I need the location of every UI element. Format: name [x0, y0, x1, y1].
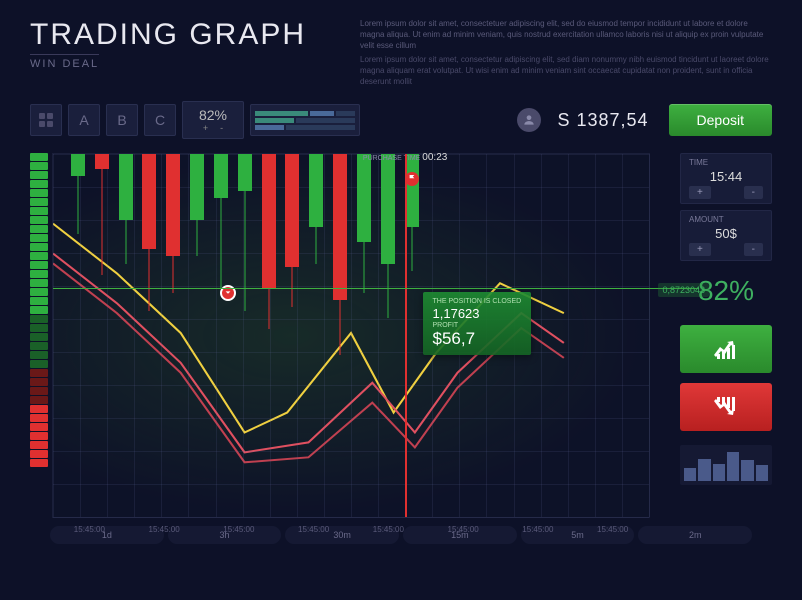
- volume-bar: [30, 288, 48, 296]
- x-tick: 15:45:00: [448, 525, 479, 534]
- x-tick: 15:45:00: [597, 525, 628, 534]
- volume-bar: [30, 432, 48, 440]
- amount-label: AMOUNT: [689, 215, 763, 224]
- profit-value: $56,7: [433, 329, 522, 349]
- timeframe-2m[interactable]: 2m: [638, 526, 752, 544]
- purchase-time-label: PURCHASE TIME: [363, 155, 420, 162]
- volume-bar: [30, 162, 48, 170]
- volume-bar: [30, 207, 48, 215]
- x-tick: 15:45:00: [74, 525, 105, 534]
- volume-bar: [30, 396, 48, 404]
- volume-bar: [30, 153, 48, 161]
- balance-value: S 1387,54: [557, 110, 648, 131]
- position-status-label: THE POSITION IS CLOSED: [433, 298, 522, 305]
- volume-bar: [30, 189, 48, 197]
- x-tick: 15:45:00: [373, 525, 404, 534]
- volume-bar: [30, 216, 48, 224]
- volume-bar: [30, 441, 48, 449]
- purchase-time-value: 00:23: [422, 152, 447, 163]
- page-title: TRADING GRAPH: [30, 18, 340, 52]
- chart-down-icon: [714, 397, 738, 417]
- mini-bar: [713, 464, 725, 482]
- price-line: [53, 288, 699, 289]
- volume-bar: [30, 252, 48, 260]
- filter-b-button[interactable]: B: [106, 104, 138, 136]
- filter-c-button[interactable]: C: [144, 104, 176, 136]
- volume-bar: [30, 180, 48, 188]
- time-plus-button[interactable]: +: [689, 186, 711, 199]
- mini-bar-chart: [680, 445, 772, 485]
- volume-ladder: [30, 153, 48, 518]
- volume-bar: [30, 387, 48, 395]
- volume-bar: [30, 279, 48, 287]
- plus-button[interactable]: +: [199, 123, 212, 133]
- x-tick: 15:45:00: [149, 525, 180, 534]
- mini-bar: [684, 468, 696, 481]
- position-price: 1,17623: [433, 306, 522, 321]
- volume-bar: [30, 342, 48, 350]
- percent-control[interactable]: 82% +-: [182, 101, 244, 139]
- buy-down-button[interactable]: [680, 383, 772, 431]
- volume-bar: [30, 369, 48, 377]
- mini-bar: [756, 465, 768, 481]
- time-value: 15:44: [689, 169, 763, 184]
- user-icon: [522, 113, 536, 127]
- x-tick: 15:45:00: [522, 525, 553, 534]
- volume-bar: [30, 414, 48, 422]
- description-text: Lorem ipsum dolor sit amet, consectetuer…: [360, 18, 772, 52]
- volume-bar: [30, 405, 48, 413]
- volume-bar: [30, 450, 48, 458]
- grid-icon: [39, 113, 53, 127]
- volume-bar: [30, 171, 48, 179]
- volume-bar: [30, 333, 48, 341]
- time-minus-button[interactable]: -: [744, 186, 763, 199]
- deposit-button[interactable]: Deposit: [669, 104, 772, 136]
- filter-a-button[interactable]: A: [68, 104, 100, 136]
- volume-bar: [30, 324, 48, 332]
- minus-button[interactable]: -: [216, 123, 227, 133]
- mini-bar: [741, 460, 753, 481]
- amount-control: AMOUNT 50$ + -: [680, 210, 772, 261]
- x-axis: 15:45:00 15:45:00 15:45:00 15:45:00 15:45:00…: [52, 525, 650, 534]
- position-info-box: THE POSITION IS CLOSED1,17623PROFIT$56,7: [423, 292, 532, 355]
- volume-bar: [30, 198, 48, 206]
- amount-value: 50$: [689, 226, 763, 241]
- flag-icon: [405, 172, 419, 186]
- volume-bar: [30, 351, 48, 359]
- volume-bar: [30, 360, 48, 368]
- price-tag: 0,8723043: [658, 283, 709, 297]
- volume-bar: [30, 306, 48, 314]
- volume-bar: [30, 315, 48, 323]
- amount-minus-button[interactable]: -: [744, 243, 763, 256]
- down-marker-icon: [220, 285, 236, 301]
- page-subtitle: WIN DEAL: [30, 54, 99, 70]
- description-text: Lorem ipsum dolor sit amet, consectetur …: [360, 54, 772, 88]
- avatar[interactable]: [517, 108, 541, 132]
- buy-up-button[interactable]: [680, 325, 772, 373]
- volume-bar: [30, 243, 48, 251]
- indicator-bars: [250, 104, 360, 136]
- x-tick: 15:45:00: [223, 525, 254, 534]
- grid-view-button[interactable]: [30, 104, 62, 136]
- volume-bar: [30, 234, 48, 242]
- volume-bar: [30, 423, 48, 431]
- current-time-line: [405, 154, 407, 517]
- volume-bar: [30, 261, 48, 269]
- x-tick: 15:45:00: [298, 525, 329, 534]
- amount-plus-button[interactable]: +: [689, 243, 711, 256]
- mini-bar: [698, 459, 710, 481]
- volume-bar: [30, 297, 48, 305]
- candlestick-chart[interactable]: PURCHASE TIME 00:230,8723043THE POSITION…: [52, 153, 650, 518]
- percent-value: 82%: [199, 107, 227, 123]
- volume-bar: [30, 378, 48, 386]
- mini-bar: [727, 452, 739, 481]
- time-control: TIME 15:44 + -: [680, 153, 772, 204]
- chart-up-icon: [714, 339, 738, 359]
- time-label: TIME: [689, 158, 763, 167]
- profit-label: PROFIT: [433, 322, 522, 329]
- volume-bar: [30, 459, 48, 467]
- volume-bar: [30, 225, 48, 233]
- volume-bar: [30, 270, 48, 278]
